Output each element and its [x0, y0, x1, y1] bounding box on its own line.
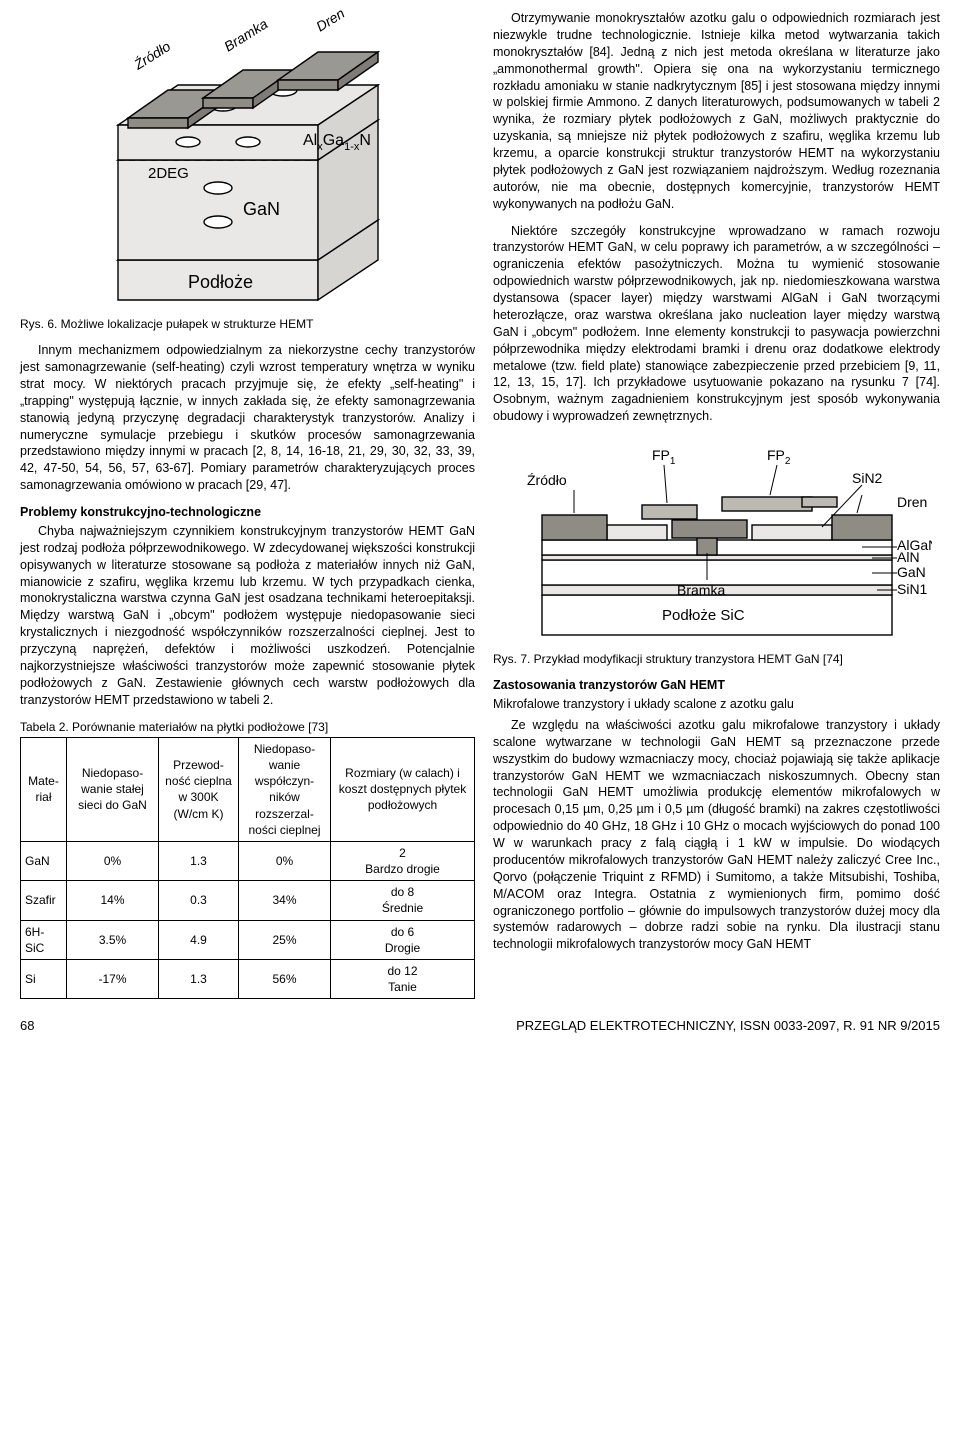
fig6-label-gan: GaN — [243, 199, 280, 219]
section-heading-1: Problemy konstrukcyjno-technologiczne — [20, 504, 475, 521]
table-cell: 0% — [67, 841, 159, 880]
table-cell: do 8Średnie — [331, 881, 475, 920]
table-cell: 1.3 — [159, 960, 239, 999]
fig7-podloze: Podłoże SiC — [662, 607, 745, 624]
table-cell: 34% — [239, 881, 331, 920]
fig7-bramka: Bramka — [677, 582, 725, 598]
table-row: GaN0%1.30%2Bardzo drogie — [21, 841, 475, 880]
fig6-label-podloze: Podłoże — [188, 272, 253, 292]
fig6-caption: Rys. 6. Możliwe lokalizacje pułapek w st… — [20, 316, 475, 332]
para-monocrystal: Otrzymywanie monokryształów azotku galu … — [493, 10, 940, 213]
table-cell: do 12Tanie — [331, 960, 475, 999]
th-size: Rozmiary (w calach) i koszt dostępnych p… — [331, 737, 475, 841]
table-cell: do 6Drogie — [331, 920, 475, 959]
para-construction: Chyba najważniejszym czynnikiem konstruk… — [20, 523, 475, 709]
fig7-svg: FP1 FP2 Źródło SiN2 Dren AlGaN AlN GaN S… — [502, 435, 932, 645]
table-cell: Szafir — [21, 881, 67, 920]
figure-6: Źródło Bramka Dren AlxGa1-xN 2DEG GaN Po… — [20, 10, 475, 310]
fig7-aln: AlN — [897, 549, 920, 565]
th-thermal: Przewod-ność cieplna w 300K (W/cm K) — [159, 737, 239, 841]
th-material: Mate-riał — [21, 737, 67, 841]
table-row: Mate-riał Niedopaso-wanie stałej sieci d… — [21, 737, 475, 841]
para-applications: Ze względu na właściwości azotku galu mi… — [493, 717, 940, 953]
table-2: Mate-riał Niedopaso-wanie stałej sieci d… — [20, 737, 475, 1000]
fig6-label-2deg: 2DEG — [148, 165, 189, 182]
table-cell: -17% — [67, 960, 159, 999]
fig7-sin1: SiN1 — [897, 581, 928, 597]
section-subheading-2: Mikrofalowe tranzystory i układy scalone… — [493, 696, 940, 713]
fig6-svg: Źródło Bramka Dren AlxGa1-xN 2DEG GaN Po… — [88, 10, 408, 310]
fig7-caption: Rys. 7. Przykład modyfikacji struktury t… — [493, 651, 940, 667]
journal-ref: PRZEGLĄD ELEKTROTECHNICZNY, ISSN 0033-20… — [516, 1017, 940, 1035]
fig6-label-bramka: Bramka — [221, 15, 271, 54]
fig7-dren: Dren — [897, 494, 927, 510]
page-number: 68 — [20, 1017, 34, 1035]
th-mismatch: Niedopaso-wanie stałej sieci do GaN — [67, 737, 159, 841]
para-selfheating: Innym mechanizmem odpowiedzialnym za nie… — [20, 342, 475, 494]
table-cell: GaN — [21, 841, 67, 880]
table-cell: 4.9 — [159, 920, 239, 959]
table-cell: 56% — [239, 960, 331, 999]
table-cell: 3.5% — [67, 920, 159, 959]
fig7-fp2: FP2 — [767, 447, 791, 467]
table-cell: 6H-SiC — [21, 920, 67, 959]
fig7-sin2: SiN2 — [852, 470, 883, 486]
table2-caption: Tabela 2. Porównanie materiałów na płytk… — [20, 719, 475, 735]
table-cell: 1.3 — [159, 841, 239, 880]
fig7-zrodlo: Źródło — [527, 472, 567, 488]
table-cell: 0.3 — [159, 881, 239, 920]
th-cte: Niedopaso-wanie współczyn-ników rozszerz… — [239, 737, 331, 841]
table-cell: 2Bardzo drogie — [331, 841, 475, 880]
table-row: 6H-SiC3.5%4.925%do 6Drogie — [21, 920, 475, 959]
table-cell: 25% — [239, 920, 331, 959]
section-heading-2: Zastosowania tranzystorów GaN HEMT — [493, 677, 940, 694]
table-row: Szafir14%0.334%do 8Średnie — [21, 881, 475, 920]
figure-7: FP1 FP2 Źródło SiN2 Dren AlGaN AlN GaN S… — [493, 435, 940, 645]
para-details: Niektóre szczegóły konstrukcyjne wprowad… — [493, 223, 940, 426]
page-footer: 68 PRZEGLĄD ELEKTROTECHNICZNY, ISSN 0033… — [20, 1017, 940, 1035]
fig7-gan: GaN — [897, 564, 926, 580]
table-cell: Si — [21, 960, 67, 999]
table-row: Si-17%1.356%do 12Tanie — [21, 960, 475, 999]
fig7-fp1: FP1 — [652, 447, 676, 467]
fig6-label-dren: Dren — [313, 10, 347, 35]
fig6-label-zrodlo: Źródło — [130, 38, 173, 73]
table-cell: 14% — [67, 881, 159, 920]
table-cell: 0% — [239, 841, 331, 880]
